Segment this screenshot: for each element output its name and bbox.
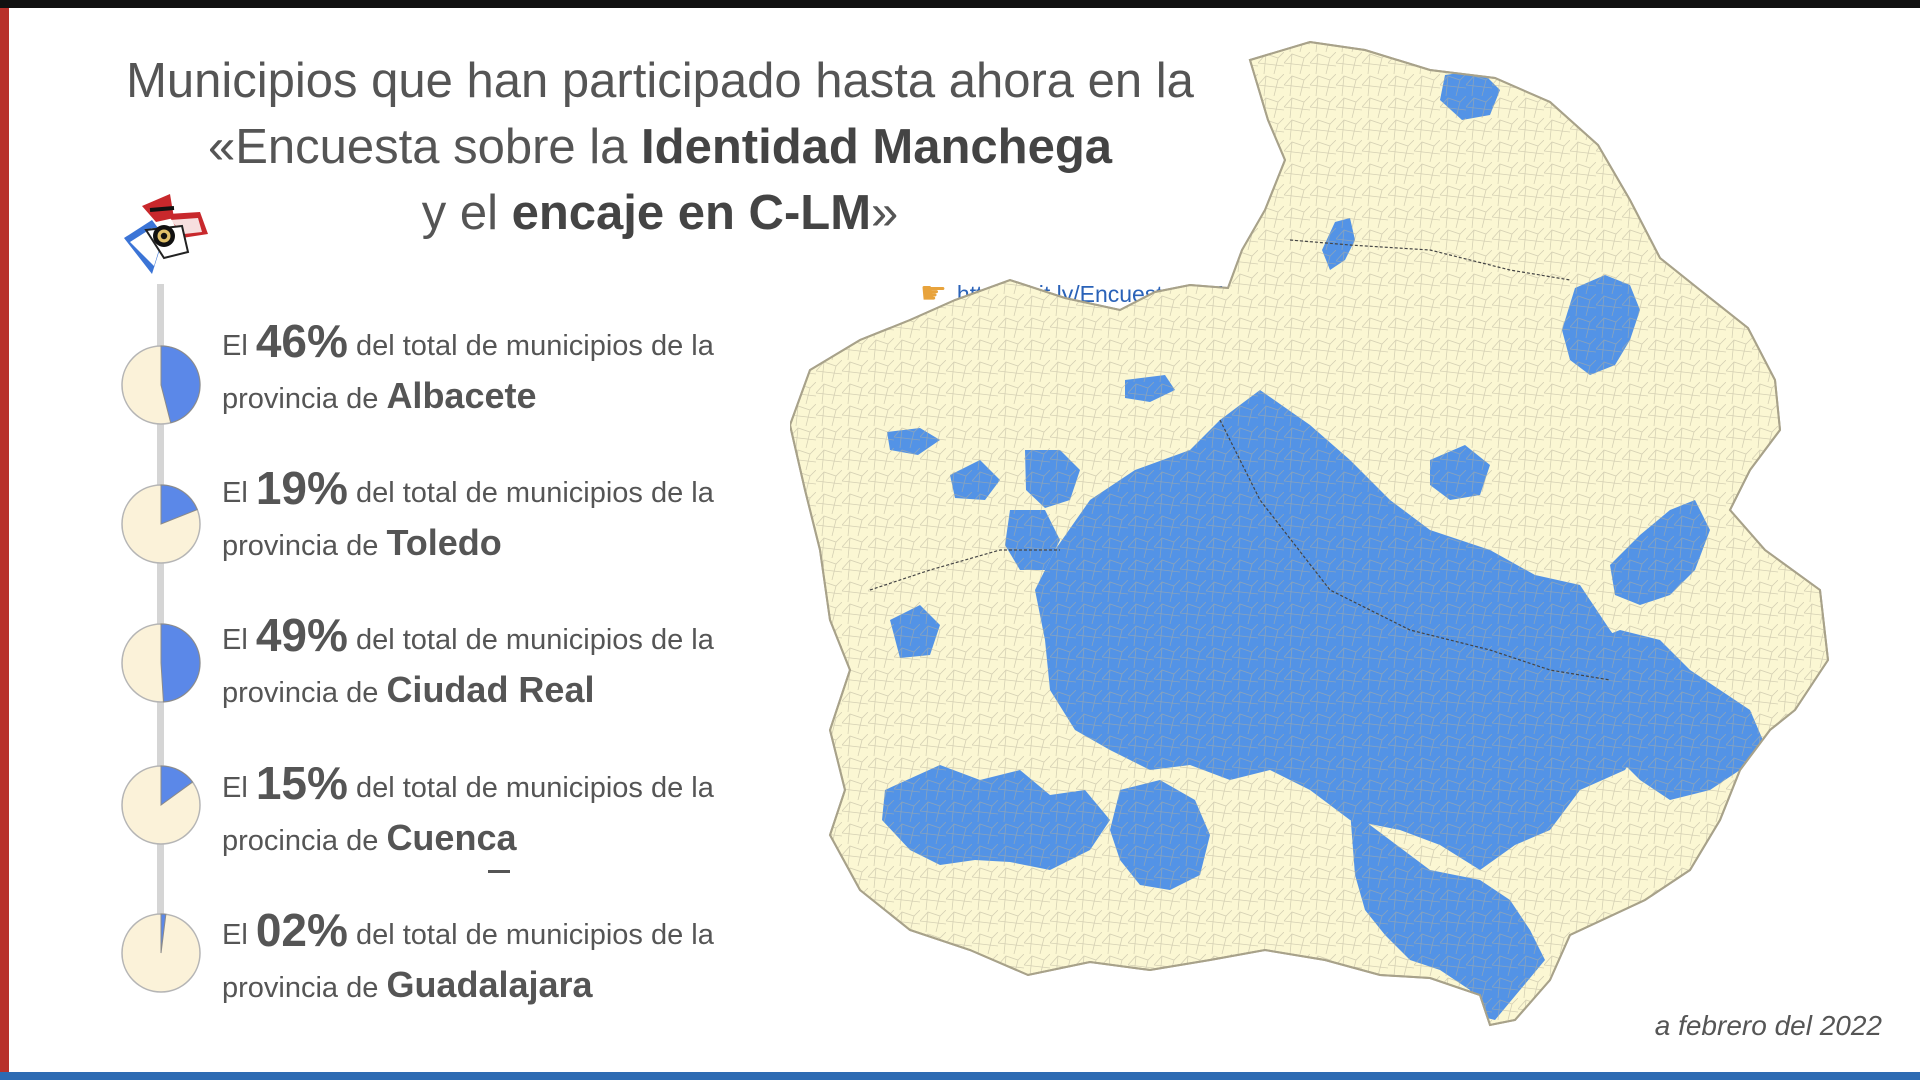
province-border-west	[869, 549, 1060, 591]
stat-suffix: del total de municipios de la	[347, 919, 714, 951]
stat-percent: 15%	[255, 757, 348, 809]
title-line-3-bold: encaje en C-LM	[511, 186, 872, 240]
stat-line2-prefix: procincia de	[222, 825, 387, 857]
stat-province: Albacete	[386, 375, 537, 416]
title-line-3-prefix: y el	[421, 186, 512, 240]
stat-line-2: provincia de Guadalajara	[222, 960, 842, 1013]
logo-icon	[124, 194, 208, 274]
pie-chart-albacete	[121, 345, 201, 425]
stat-percent: 02%	[255, 904, 348, 956]
stat-prefix: El	[222, 919, 256, 951]
stat-province: Cuenca	[386, 817, 517, 858]
stat-prefix: El	[222, 330, 256, 362]
title-line-3: y el encaje en C-LM»	[60, 180, 1260, 246]
pie-slice-participation	[160, 913, 167, 954]
stat-line-2: provincia de Toledo	[222, 518, 842, 571]
stat-line-2: provincia de Ciudad Real	[222, 665, 842, 718]
castilla-la-mancha-map	[790, 41, 1829, 1026]
footer-date: a febrero del 2022	[1654, 1010, 1882, 1041]
stat-line-2: procincia de Cuenca	[222, 813, 842, 866]
pie-chart-cuenca	[121, 765, 201, 845]
left-accent-bar	[0, 8, 9, 1072]
top-border	[0, 0, 1920, 8]
stat-suffix: del total de municipios de la	[347, 624, 714, 656]
stat-province: Ciudad Real	[386, 669, 595, 710]
timeline-connector	[157, 284, 164, 952]
pie-chart-guadalajara	[121, 913, 201, 993]
province-border-south	[1219, 419, 1611, 681]
stat-line-1: El 15% del total de municipios de la	[222, 758, 842, 813]
stat-albacete: El 46% del total de municipios de la prov…	[222, 316, 842, 424]
stat-line-2: provincia de Albacete	[222, 371, 842, 424]
stat-prefix: El	[222, 624, 256, 656]
stat-province: Guadalajara	[386, 964, 593, 1005]
title-line-2-bold: Identidad Manchega	[641, 120, 1113, 174]
stat-line2-prefix: provincia de	[222, 383, 387, 415]
pie-slice-participation	[160, 484, 198, 525]
stat-percent: 46%	[255, 315, 348, 367]
stat-prefix: El	[222, 772, 256, 804]
stat-percent: 19%	[255, 462, 348, 514]
pie-slice-participation	[160, 345, 201, 424]
page-title: Municipios que han participado hasta aho…	[60, 48, 1260, 246]
stat-ciudad-real: El 49% del total de municipios de la prov…	[222, 610, 842, 718]
stat-line2-prefix: provincia de	[222, 677, 387, 709]
title-line-2: «Encuesta sobre la Identidad Manchega	[60, 114, 1260, 180]
stat-line2-prefix: provincia de	[222, 530, 387, 562]
pie-chart-ciudad-real	[121, 623, 201, 703]
stat-suffix: del total de municipios de la	[347, 330, 714, 362]
bottom-accent-bar	[0, 1072, 1920, 1080]
title-line-3-suffix: »	[871, 186, 899, 240]
stat-province: Toledo	[386, 522, 502, 563]
title-line-1: Municipios que han participado hasta aho…	[126, 54, 1194, 108]
stat-line-1: El 46% del total de municipios de la	[222, 316, 842, 371]
stat-cuenca: El 15% del total de municipios de la proc…	[222, 758, 842, 866]
pie-slice-participation	[160, 765, 194, 806]
municipality-boundaries	[790, 42, 1828, 1025]
pie-chart-toledo	[121, 484, 201, 564]
stat-guadalajara: El 02% del total de municipios de la prov…	[222, 905, 842, 1013]
title-line-2-prefix: «Encuesta sobre la	[207, 120, 642, 174]
stat-toledo: El 19% del total de municipios de la prov…	[222, 463, 842, 571]
separator-dash	[488, 870, 510, 873]
stat-suffix: del total de municipios de la	[347, 772, 714, 804]
province-border-north	[1289, 239, 1571, 281]
stat-percent: 49%	[255, 609, 348, 661]
stat-prefix: El	[222, 477, 256, 509]
stat-line-1: El 49% del total de municipios de la	[222, 610, 842, 665]
pie-slice-participation	[160, 623, 201, 703]
stat-line2-prefix: provincia de	[222, 972, 387, 1004]
pointing-hand-icon: ☛	[920, 277, 947, 310]
stat-suffix: del total de municipios de la	[347, 477, 714, 509]
stat-line-1: El 19% del total de municipios de la	[222, 463, 842, 518]
stat-line-1: El 02% del total de municipios de la	[222, 905, 842, 960]
